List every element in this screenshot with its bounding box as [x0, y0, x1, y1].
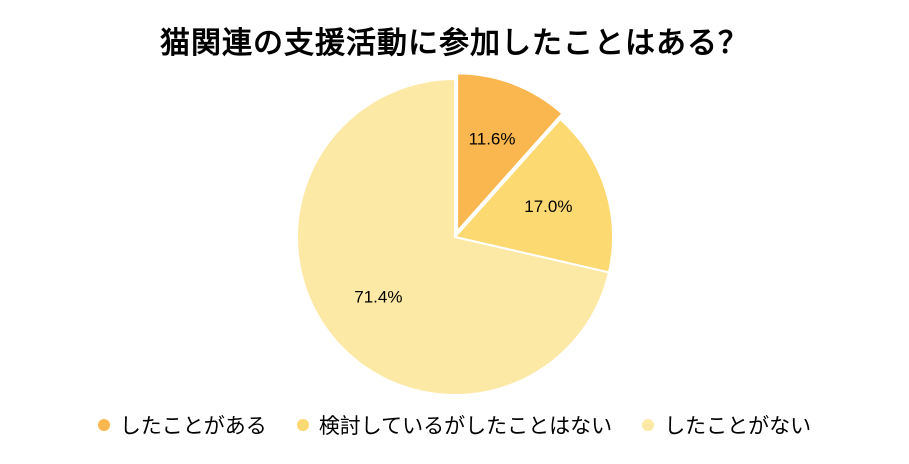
- legend-item-did: したことがある: [97, 410, 267, 440]
- legend-item-considering: 検討しているがしたことはない: [296, 410, 613, 440]
- legend-label: したことがある: [119, 414, 267, 438]
- legend: したことがある 検討しているがしたことはない したことがない: [0, 410, 909, 440]
- chart-title: 猫関連の支援活動に参加したことはある？: [160, 26, 749, 61]
- legend-swatch: [97, 419, 110, 431]
- pie-slices: [296, 72, 614, 396]
- legend-item-never: したことがない: [642, 410, 811, 440]
- data-label: 17.0%: [524, 197, 572, 216]
- data-label: 71.4%: [354, 287, 402, 306]
- slice-did: [456, 72, 564, 235]
- legend-label: したことがない: [664, 414, 812, 438]
- legend-swatch: [296, 419, 309, 431]
- legend-swatch: [642, 419, 655, 431]
- data-label: 11.6%: [469, 129, 516, 148]
- slice-considering: [453, 117, 614, 274]
- legend-label: 検討しているがしたことはない: [318, 414, 613, 438]
- slice-never: [296, 77, 611, 396]
- pie-labels: 11.6% 17.0% 71.4%: [354, 129, 572, 306]
